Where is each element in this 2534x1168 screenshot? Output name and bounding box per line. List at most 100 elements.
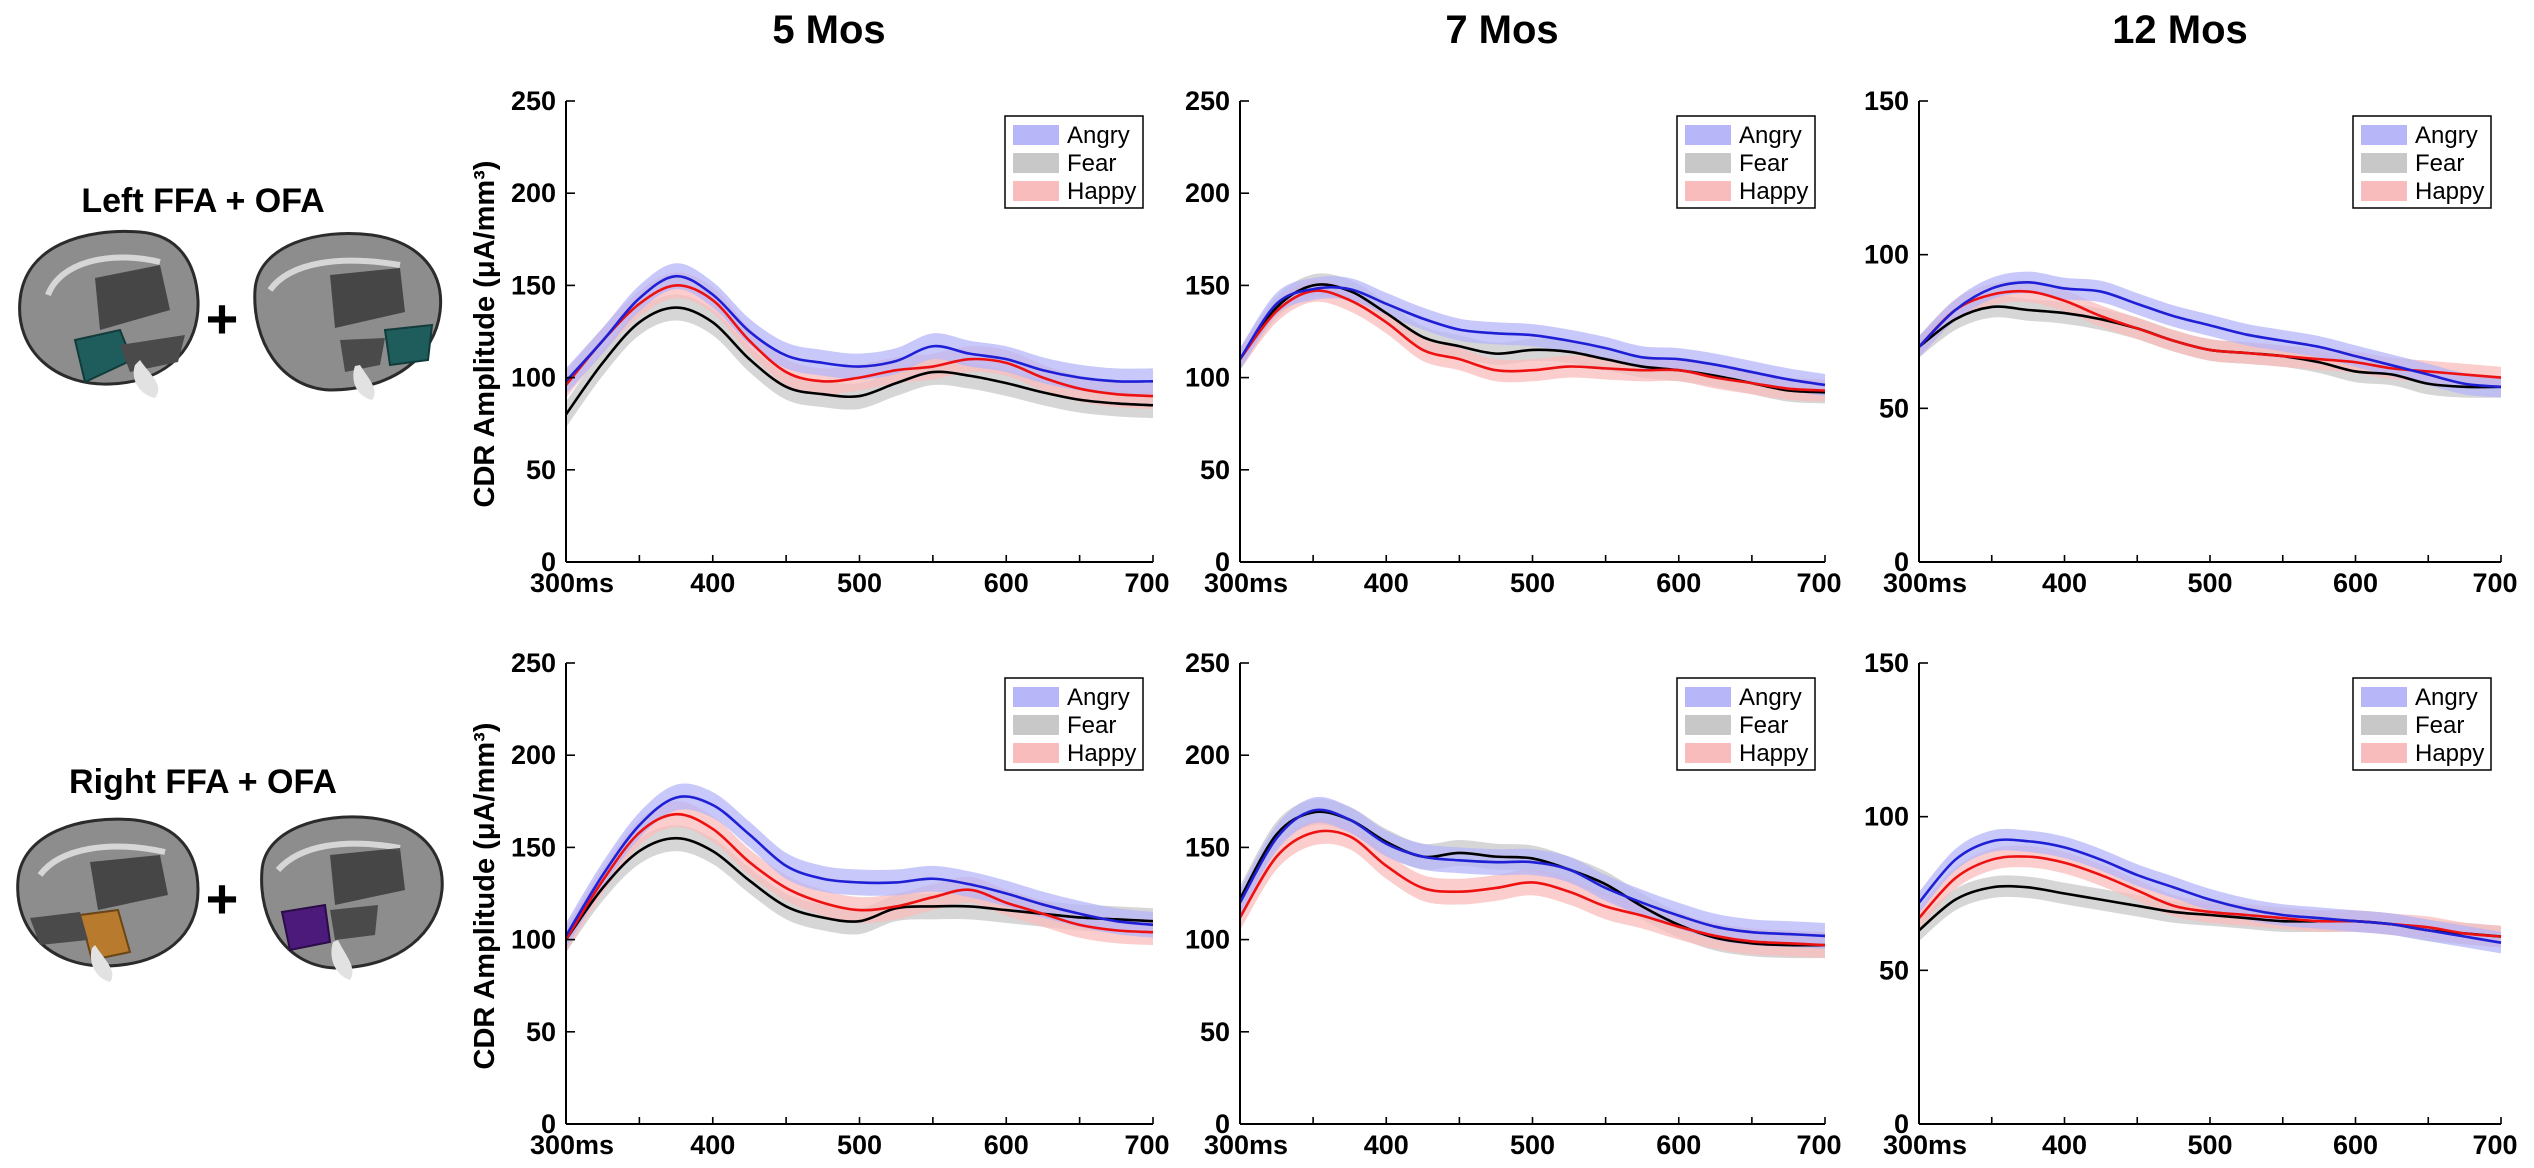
column-title-7-mos: 7 Mos bbox=[1445, 8, 1558, 52]
y-tick-label: 250 bbox=[1185, 86, 1230, 116]
legend-swatch-angry bbox=[1013, 687, 1059, 707]
y-tick-label: 50 bbox=[1200, 455, 1230, 485]
legend-swatch-angry bbox=[2361, 687, 2407, 707]
y-tick-label: 0 bbox=[1215, 1109, 1230, 1139]
plus-sign-left: + bbox=[206, 287, 239, 350]
series-line-angry bbox=[1238, 808, 1826, 938]
series-line-angry bbox=[565, 274, 1154, 383]
legend-swatch-fear bbox=[2361, 153, 2407, 173]
x-tick-label: 400 bbox=[2042, 1130, 2087, 1160]
x-tick-label: 300ms bbox=[530, 1130, 614, 1160]
x-tick-label: 400 bbox=[2042, 568, 2087, 598]
legend-swatch-happy bbox=[1013, 181, 1059, 201]
y-tick-label: 150 bbox=[1864, 86, 1909, 116]
x-tick-label: 500 bbox=[2187, 568, 2232, 598]
x-tick-label: 500 bbox=[1510, 1130, 1555, 1160]
plus-sign-right: + bbox=[206, 867, 239, 930]
row-title-left: Left FFA + OFA bbox=[81, 182, 324, 220]
y-tick-label: 200 bbox=[1185, 178, 1230, 208]
legend-swatch-angry bbox=[1013, 125, 1059, 145]
legend-swatch-fear bbox=[2361, 715, 2407, 735]
y-axis-label-row-2: CDR Amplitude (μA/mm³) bbox=[469, 723, 501, 1070]
legend-label-angry: Angry bbox=[1067, 684, 1130, 711]
legend-swatch-fear bbox=[1685, 153, 1731, 173]
legend-label-fear: Fear bbox=[1067, 712, 1116, 739]
series-line-fear bbox=[564, 306, 1154, 416]
legend-label-angry: Angry bbox=[2415, 684, 2478, 711]
x-tick-label: 500 bbox=[837, 1130, 882, 1160]
legend-swatch-happy bbox=[1013, 743, 1059, 763]
legend-label-fear: Fear bbox=[2415, 712, 2464, 739]
legend-label-happy: Happy bbox=[1067, 178, 1136, 205]
legend-label-happy: Happy bbox=[2415, 740, 2484, 767]
y-tick-label: 250 bbox=[1185, 648, 1230, 678]
y-tick-label: 50 bbox=[1879, 955, 1909, 985]
series-line-angry bbox=[1238, 285, 1826, 387]
legend-swatch-angry bbox=[1685, 687, 1731, 707]
x-tick-label: 400 bbox=[1364, 1130, 1409, 1160]
y-tick-label: 0 bbox=[541, 1109, 556, 1139]
x-tick-label: 600 bbox=[984, 1130, 1029, 1160]
series-line-happy bbox=[564, 284, 1154, 398]
legend-label-happy: Happy bbox=[2415, 178, 2484, 205]
series-line-happy bbox=[1918, 289, 2502, 379]
x-tick-label: 700 bbox=[2472, 568, 2517, 598]
chart-panel-right-5-mos: 0 50 100 150 200 250 300ms 400 500 600 700 AngryFea… bbox=[511, 648, 1170, 1160]
x-tick-label: 300ms bbox=[1204, 1130, 1288, 1160]
legend-label-angry: Angry bbox=[2415, 122, 2478, 149]
y-tick-label: 150 bbox=[1185, 832, 1230, 862]
x-tick-label: 700 bbox=[1796, 568, 1841, 598]
legend-swatch-angry bbox=[2361, 125, 2407, 145]
y-tick-label: 0 bbox=[541, 547, 556, 577]
legend-label-fear: Fear bbox=[1739, 712, 1788, 739]
y-tick-label: 200 bbox=[511, 740, 556, 770]
column-title-12-mos: 12 Mos bbox=[2112, 8, 2248, 52]
y-tick-label: 100 bbox=[1185, 925, 1230, 955]
y-axis-label-row-1: CDR Amplitude (μA/mm³) bbox=[469, 161, 501, 508]
x-tick-label: 500 bbox=[837, 568, 882, 598]
legend-label-angry: Angry bbox=[1739, 684, 1802, 711]
x-tick-label: 700 bbox=[2472, 1130, 2517, 1160]
x-tick-label: 600 bbox=[1656, 568, 1701, 598]
legend-swatch-happy bbox=[2361, 743, 2407, 763]
legend-label-fear: Fear bbox=[1067, 150, 1116, 177]
y-tick-label: 50 bbox=[526, 455, 556, 485]
x-tick-label: 400 bbox=[690, 1130, 735, 1160]
x-tick-label: 500 bbox=[2187, 1130, 2232, 1160]
y-tick-label: 150 bbox=[1864, 648, 1909, 678]
brain-right-lateral-image bbox=[16, 817, 200, 982]
y-tick-label: 250 bbox=[511, 86, 556, 116]
legend-label-happy: Happy bbox=[1739, 178, 1808, 205]
x-tick-label: 400 bbox=[1364, 568, 1409, 598]
band-fear bbox=[566, 825, 1153, 953]
x-tick-label: 300ms bbox=[530, 568, 614, 598]
series-line-fear bbox=[564, 836, 1154, 941]
y-tick-label: 150 bbox=[511, 832, 556, 862]
legend-swatch-angry bbox=[1685, 125, 1731, 145]
legend-label-happy: Happy bbox=[1739, 740, 1808, 767]
y-tick-label: 200 bbox=[511, 178, 556, 208]
legend-label-fear: Fear bbox=[2415, 150, 2464, 177]
band-angry bbox=[1919, 271, 2501, 398]
legend-label-angry: Angry bbox=[1739, 122, 1802, 149]
band-happy bbox=[566, 801, 1153, 953]
x-tick-label: 500 bbox=[1510, 568, 1555, 598]
brain-right-medial-image bbox=[260, 815, 444, 980]
brain-left-lateral-image bbox=[18, 229, 200, 398]
row-title-right: Right FFA + OFA bbox=[69, 763, 337, 801]
legend-label-fear: Fear bbox=[1739, 150, 1788, 177]
x-tick-label: 700 bbox=[1796, 1130, 1841, 1160]
x-tick-label: 600 bbox=[2333, 1130, 2378, 1160]
x-tick-label: 300ms bbox=[1883, 1130, 1967, 1160]
band-fear bbox=[566, 294, 1153, 428]
x-tick-label: 300ms bbox=[1204, 568, 1288, 598]
x-tick-label: 600 bbox=[984, 568, 1029, 598]
y-tick-label: 100 bbox=[511, 925, 556, 955]
y-tick-label: 200 bbox=[1185, 740, 1230, 770]
